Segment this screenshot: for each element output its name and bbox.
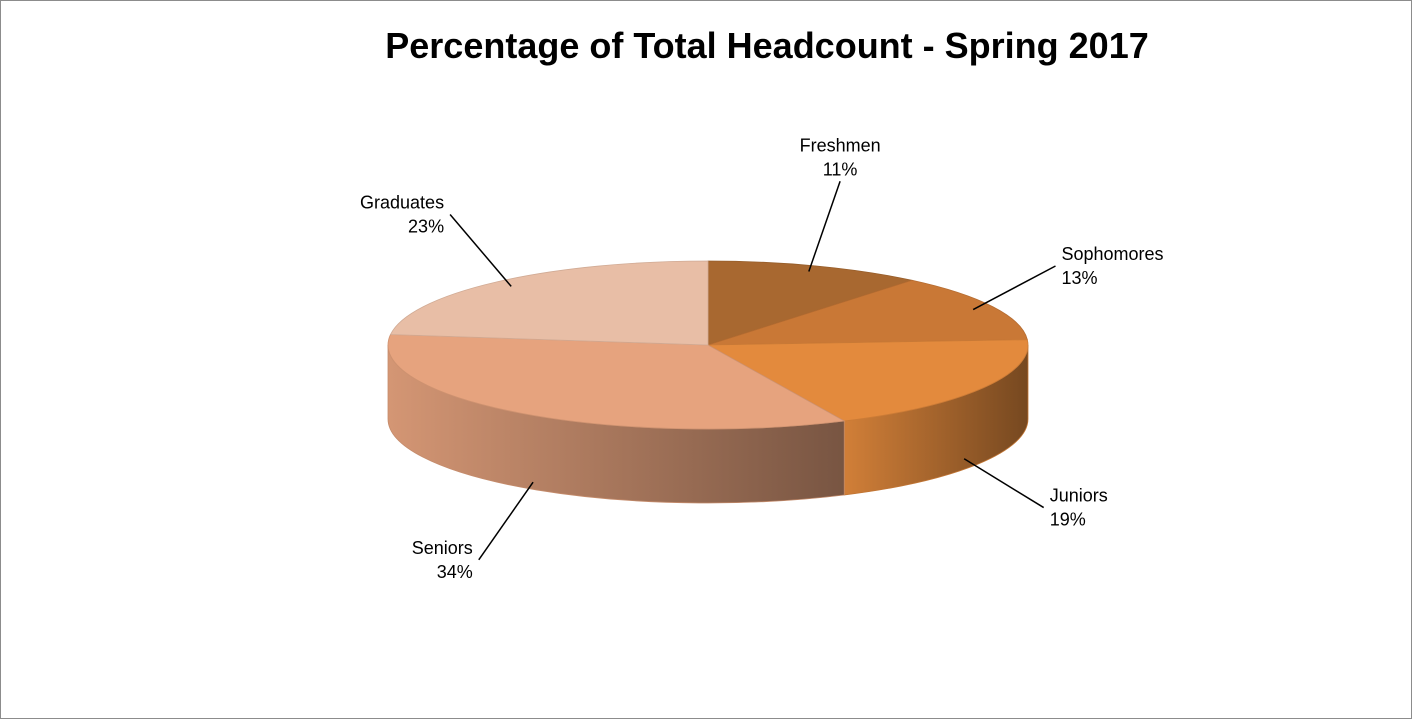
leader-line	[478, 481, 534, 561]
data-label-percent: 19%	[1050, 510, 1086, 530]
leader-line	[808, 181, 841, 272]
pie-slice-juniors	[706, 339, 1029, 422]
pie-slice-sophomores	[707, 279, 1028, 346]
leader-line	[963, 458, 1045, 509]
data-label-name: Seniors	[412, 538, 473, 558]
data-label-name: Freshmen	[800, 135, 881, 155]
data-label-name: Juniors	[1050, 486, 1108, 506]
data-label-percent: 23%	[408, 216, 444, 236]
data-label-name: Graduates	[360, 192, 444, 212]
data-label-percent: 13%	[1061, 268, 1097, 288]
pie-slice-freshmen	[707, 260, 914, 346]
chart-title: Percentage of Total Headcount - Spring 2…	[385, 25, 1149, 66]
data-label-name: Sophomores	[1061, 244, 1163, 264]
pie-slice-seniors	[387, 334, 846, 430]
data-label-percent: 34%	[437, 562, 473, 582]
leader-line	[972, 265, 1056, 311]
data-label-percent: 11%	[823, 159, 858, 179]
pie-slice-graduates	[389, 260, 709, 346]
leader-line	[449, 213, 512, 287]
